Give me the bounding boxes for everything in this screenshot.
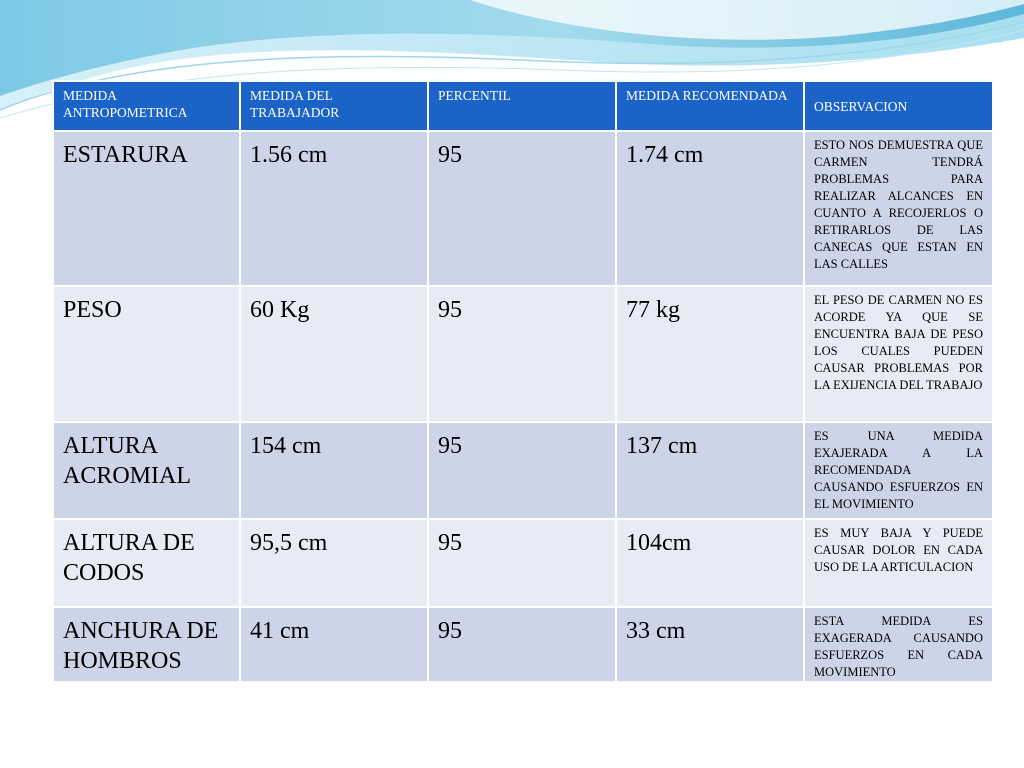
cell-medida: ESTARURA [52, 130, 241, 287]
cell-trabajador: 154 cm [239, 421, 429, 520]
table-row: PESO 60 Kg 95 77 kg EL PESO DE CARMEN NO… [52, 285, 994, 423]
cell-observacion: ES UNA MEDIDA EXAJERADA A LA RECOMENDADA… [803, 421, 994, 520]
header-percentil: PERCENTIL [427, 80, 617, 132]
cell-recomendada: 104cm [615, 518, 805, 608]
cell-trabajador: 41 cm [239, 606, 429, 683]
table-header-row: MEDIDA ANTROPOMETRICA MEDIDA DEL TRABAJA… [52, 80, 994, 132]
cell-medida: PESO [52, 285, 241, 423]
cell-recomendada: 77 kg [615, 285, 805, 423]
cell-observacion: EL PESO DE CARMEN NO ES ACORDE YA QUE SE… [803, 285, 994, 423]
cell-percentil: 95 [427, 285, 617, 423]
wave-highlight [470, 0, 1024, 40]
anthropometric-table: MEDIDA ANTROPOMETRICA MEDIDA DEL TRABAJA… [52, 80, 994, 683]
header-observacion: OBSERVACION [803, 80, 994, 132]
cell-percentil: 95 [427, 518, 617, 608]
header-medida-antropometrica: MEDIDA ANTROPOMETRICA [52, 80, 241, 132]
table-row: ANCHURA DE HOMBROS 41 cm 95 33 cm ESTA M… [52, 606, 994, 683]
table-row: ESTARURA 1.56 cm 95 1.74 cm ESTO NOS DEM… [52, 130, 994, 287]
cell-trabajador: 95,5 cm [239, 518, 429, 608]
cell-recomendada: 1.74 cm [615, 130, 805, 287]
anthropometric-table-container: MEDIDA ANTROPOMETRICA MEDIDA DEL TRABAJA… [52, 80, 994, 683]
cell-observacion: ES MUY BAJA Y PUEDE CAUSAR DOLOR EN CADA… [803, 518, 994, 608]
cell-medida: ALTURA ACROMIAL [52, 421, 241, 520]
header-medida-trabajador: MEDIDA DEL TRABAJADOR [239, 80, 429, 132]
cell-percentil: 95 [427, 421, 617, 520]
header-medida-recomendada: MEDIDA RECOMENDADA [615, 80, 805, 132]
cell-observacion: ESTO NOS DEMUESTRA QUE CARMEN TENDRÁ PRO… [803, 130, 994, 287]
cell-recomendada: 33 cm [615, 606, 805, 683]
cell-medida: ALTURA DE CODOS [52, 518, 241, 608]
cell-trabajador: 1.56 cm [239, 130, 429, 287]
table-row: ALTURA ACROMIAL 154 cm 95 137 cm ES UNA … [52, 421, 994, 520]
cell-percentil: 95 [427, 130, 617, 287]
wave-line-1 [0, 21, 1024, 111]
cell-trabajador: 60 Kg [239, 285, 429, 423]
cell-observacion: ESTA MEDIDA ES EXAGERADA CAUSANDO ESFUER… [803, 606, 994, 683]
wave-decoration [0, 0, 1024, 119]
table-row: ALTURA DE CODOS 95,5 cm 95 104cm ES MUY … [52, 518, 994, 608]
cell-medida: ANCHURA DE HOMBROS [52, 606, 241, 683]
cell-percentil: 95 [427, 606, 617, 683]
cell-recomendada: 137 cm [615, 421, 805, 520]
